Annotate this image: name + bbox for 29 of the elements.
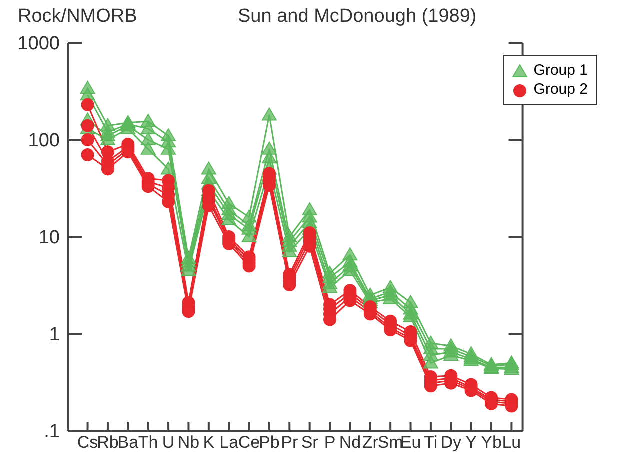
legend-label: Group 2 bbox=[534, 81, 588, 98]
x-tick-label: Lu bbox=[502, 433, 522, 452]
x-tick-label: Nb bbox=[178, 433, 200, 452]
x-tick-label: K bbox=[203, 433, 216, 452]
x-tick-label: Yb bbox=[481, 433, 502, 452]
x-tick-label: Nd bbox=[339, 433, 362, 452]
x-tick-label: Pr bbox=[281, 433, 298, 452]
x-tick-label: Dy bbox=[440, 433, 462, 452]
x-tick-label: La bbox=[220, 433, 240, 452]
x-tick-label: Cs bbox=[77, 433, 98, 452]
x-tick-label: Th bbox=[138, 433, 158, 452]
legend-label: Group 1 bbox=[534, 62, 588, 79]
x-tick-label: Zr bbox=[362, 433, 379, 452]
y-tick-label: 1 bbox=[49, 324, 60, 346]
x-tick-label: Rb bbox=[97, 433, 119, 452]
x-tick-label: Ce bbox=[238, 433, 260, 452]
x-tick-label: U bbox=[162, 433, 175, 452]
y-axis-title: Rock/NMORB bbox=[18, 6, 138, 28]
y-tick-label: .1 bbox=[44, 422, 60, 443]
x-tick-label: Sr bbox=[301, 433, 319, 452]
chart-title: Sun and McDonough (1989) bbox=[238, 6, 477, 28]
x-tick-label: Ba bbox=[118, 433, 140, 452]
y-tick-label: 10 bbox=[38, 228, 60, 249]
x-tick-label: Ti bbox=[424, 433, 438, 452]
y-tick-label: 1000 bbox=[18, 34, 60, 55]
x-tick-label: Y bbox=[466, 433, 477, 452]
x-tick-label: P bbox=[324, 433, 336, 452]
y-tick-label: 100 bbox=[28, 130, 60, 152]
x-tick-label: Pb bbox=[259, 433, 280, 452]
